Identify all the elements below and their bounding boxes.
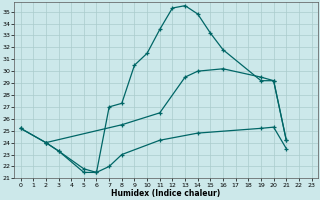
X-axis label: Humidex (Indice chaleur): Humidex (Indice chaleur) xyxy=(111,189,221,198)
